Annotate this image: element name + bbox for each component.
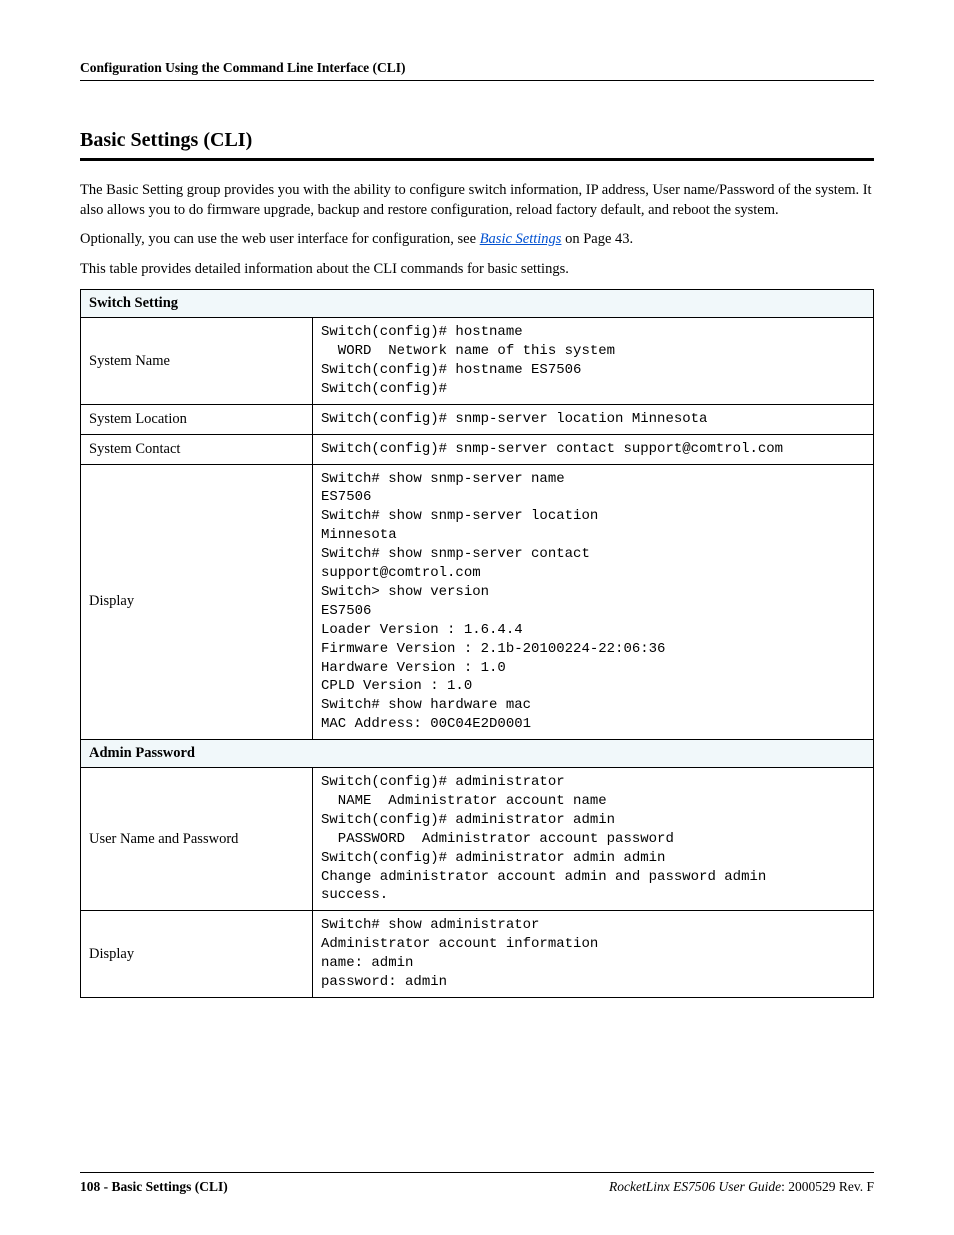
footer-guide-name: RocketLinx ES7506 User Guide <box>609 1179 781 1194</box>
row-label: User Name and Password <box>81 768 313 911</box>
page-header-breadcrumb: Configuration Using the Command Line Int… <box>80 60 874 76</box>
section-admin-password: Admin Password <box>81 740 874 768</box>
row-code: Switch(config)# administrator NAME Admin… <box>313 768 874 911</box>
footer-right: RocketLinx ES7506 User Guide: 2000529 Re… <box>609 1179 874 1195</box>
row-label: System Location <box>81 404 313 434</box>
intro-paragraph-3: This table provides detailed information… <box>80 260 874 280</box>
p2-pre: Optionally, you can use the web user int… <box>80 231 480 247</box>
row-label: Display <box>81 464 313 739</box>
header-rule <box>80 80 874 81</box>
table-section-header: Admin Password <box>81 740 874 768</box>
title-rule <box>80 158 874 161</box>
cli-commands-table: Switch Setting System Name Switch(config… <box>80 289 874 998</box>
table-row: System Location Switch(config)# snmp-ser… <box>81 404 874 434</box>
intro-paragraph-1: The Basic Setting group provides you wit… <box>80 181 874 220</box>
basic-settings-link[interactable]: Basic Settings <box>480 231 562 247</box>
table-row: Display Switch# show administrator Admin… <box>81 911 874 998</box>
footer-rev: : 2000529 Rev. F <box>781 1179 874 1194</box>
table-row: Display Switch# show snmp-server name ES… <box>81 464 874 739</box>
table-row: User Name and Password Switch(config)# a… <box>81 768 874 911</box>
intro-paragraph-2: Optionally, you can use the web user int… <box>80 230 874 250</box>
row-label: System Contact <box>81 434 313 464</box>
table-section-header: Switch Setting <box>81 290 874 318</box>
row-code: Switch(config)# snmp-server location Min… <box>313 404 874 434</box>
footer-left: 108 - Basic Settings (CLI) <box>80 1179 228 1195</box>
row-code: Switch# show administrator Administrator… <box>313 911 874 998</box>
p2-post: on Page 43. <box>561 231 633 247</box>
row-label: System Name <box>81 318 313 405</box>
table-row: System Contact Switch(config)# snmp-serv… <box>81 434 874 464</box>
row-code: Switch(config)# snmp-server contact supp… <box>313 434 874 464</box>
section-switch-setting: Switch Setting <box>81 290 874 318</box>
table-row: System Name Switch(config)# hostname WOR… <box>81 318 874 405</box>
page-title: Basic Settings (CLI) <box>80 129 874 152</box>
row-code: Switch# show snmp-server name ES7506 Swi… <box>313 464 874 739</box>
page-footer: 108 - Basic Settings (CLI) RocketLinx ES… <box>80 1172 874 1195</box>
row-label: Display <box>81 911 313 998</box>
row-code: Switch(config)# hostname WORD Network na… <box>313 318 874 405</box>
